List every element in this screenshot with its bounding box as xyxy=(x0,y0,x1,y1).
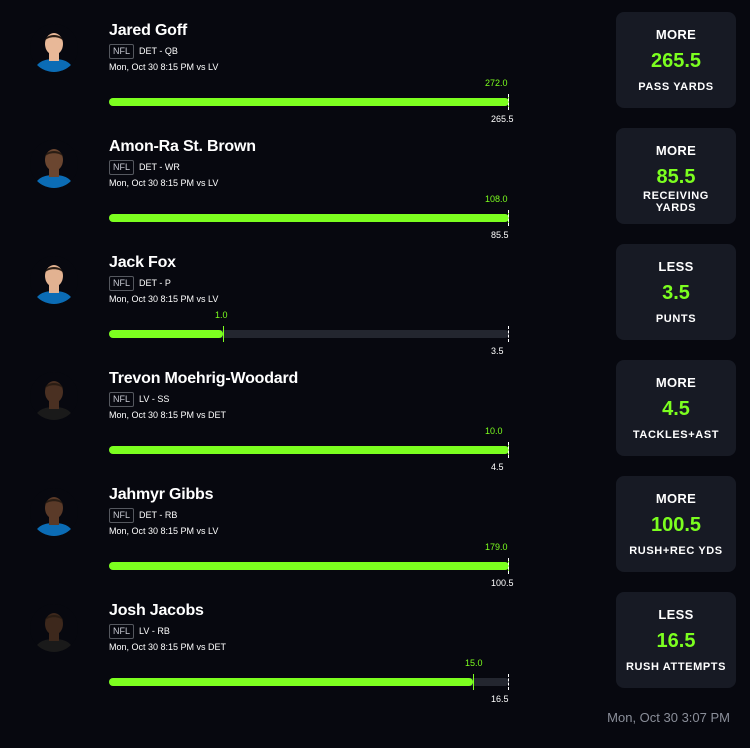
line-value: 100.5 xyxy=(491,578,514,588)
game-time: Mon, Oct 30 8:15 PM vs LV xyxy=(109,178,219,188)
progress-bar xyxy=(109,674,509,690)
pick-value: 85.5 xyxy=(656,166,696,188)
prop-row[interactable]: Josh Jacobs NFL LV - RB Mon, Oct 30 8:15… xyxy=(0,592,750,708)
prop-row[interactable]: Amon-Ra St. Brown NFL DET - WR Mon, Oct … xyxy=(0,128,750,244)
player-name[interactable]: Jahmyr Gibbs xyxy=(109,486,214,503)
league-badge: NFL xyxy=(109,276,135,291)
line-marker xyxy=(508,558,509,574)
stat-type: PASS YARDS xyxy=(638,81,714,93)
team-position: DET - WR xyxy=(139,162,180,172)
player-name[interactable]: Jared Goff xyxy=(109,22,188,39)
game-time: Mon, Oct 30 8:15 PM vs LV xyxy=(109,294,219,304)
pick-card[interactable]: MORE 265.5 PASS YARDS xyxy=(616,12,736,108)
progress-bar xyxy=(109,442,509,458)
stat-type: TACKLES+AST xyxy=(632,429,720,441)
league-badge: NFL xyxy=(109,44,135,59)
progress-fill xyxy=(109,678,473,686)
pick-direction: MORE xyxy=(655,27,697,42)
line-value: 16.5 xyxy=(491,694,509,704)
player-name[interactable]: Trevon Moehrig-Woodard xyxy=(109,370,299,387)
player-avatar xyxy=(30,256,78,304)
actual-value: 10.0 xyxy=(485,426,503,436)
stat-type: RECEIVING YARDS xyxy=(643,190,709,214)
prop-row[interactable]: Jack Fox NFL DET - P Mon, Oct 30 8:15 PM… xyxy=(0,244,750,360)
actual-value: 1.0 xyxy=(215,310,228,320)
stat-type: PUNTS xyxy=(655,313,697,325)
pick-card[interactable]: MORE 85.5 RECEIVING YARDS xyxy=(616,128,736,224)
game-time: Mon, Oct 30 8:15 PM vs DET xyxy=(109,642,227,652)
pick-value: 100.5 xyxy=(650,514,702,536)
progress-bar xyxy=(109,558,509,574)
timestamp: Mon, Oct 30 3:07 PM xyxy=(607,710,730,725)
team-position: LV - RB xyxy=(139,626,170,636)
line-value: 3.5 xyxy=(491,346,504,356)
stat-type: RUSH ATTEMPTS xyxy=(625,661,727,673)
prop-row[interactable]: Jahmyr Gibbs NFL DET - RB Mon, Oct 30 8:… xyxy=(0,476,750,592)
pick-direction: MORE xyxy=(655,375,697,390)
pick-direction: MORE xyxy=(655,491,697,506)
progress-marker xyxy=(223,326,224,342)
actual-value: 179.0 xyxy=(485,542,508,552)
league-badge: NFL xyxy=(109,160,135,175)
progress-bar xyxy=(109,326,509,342)
player-avatar xyxy=(30,24,78,72)
prop-row[interactable]: Trevon Moehrig-Woodard NFL LV - SS Mon, … xyxy=(0,360,750,476)
team-position: DET - QB xyxy=(139,46,178,56)
line-value: 265.5 xyxy=(491,114,514,124)
game-time: Mon, Oct 30 8:15 PM vs DET xyxy=(109,410,227,420)
pick-direction: LESS xyxy=(658,259,694,274)
pick-value: 3.5 xyxy=(662,282,690,304)
progress-bar xyxy=(109,210,509,226)
line-marker xyxy=(508,442,509,458)
pick-card[interactable]: LESS 16.5 RUSH ATTEMPTS xyxy=(616,592,736,688)
team-position: DET - P xyxy=(139,278,171,288)
game-time: Mon, Oct 30 8:15 PM vs LV xyxy=(109,526,219,536)
player-name[interactable]: Amon-Ra St. Brown xyxy=(109,138,256,155)
pick-card[interactable]: MORE 4.5 TACKLES+AST xyxy=(616,360,736,456)
league-badge: NFL xyxy=(109,624,135,639)
pick-value: 4.5 xyxy=(662,398,690,420)
pick-card[interactable]: MORE 100.5 RUSH+REC YDS xyxy=(616,476,736,572)
league-badge: NFL xyxy=(109,392,135,407)
pick-card[interactable]: LESS 3.5 PUNTS xyxy=(616,244,736,340)
line-marker xyxy=(508,674,509,690)
progress-marker xyxy=(473,674,474,690)
line-value: 85.5 xyxy=(491,230,509,240)
pick-direction: MORE xyxy=(655,143,697,158)
line-marker xyxy=(508,210,509,226)
progress-fill xyxy=(109,214,509,222)
progress-fill xyxy=(109,446,509,454)
team-position: DET - RB xyxy=(139,510,178,520)
team-position: LV - SS xyxy=(139,394,170,404)
player-avatar xyxy=(30,604,78,652)
progress-fill xyxy=(109,562,509,570)
actual-value: 272.0 xyxy=(485,78,508,88)
pick-direction: LESS xyxy=(658,607,694,622)
pick-value: 265.5 xyxy=(650,50,702,72)
progress-fill xyxy=(109,98,509,106)
player-avatar xyxy=(30,140,78,188)
game-time: Mon, Oct 30 8:15 PM vs LV xyxy=(109,62,219,72)
line-value: 4.5 xyxy=(491,462,504,472)
actual-value: 108.0 xyxy=(485,194,508,204)
actual-value: 15.0 xyxy=(465,658,483,668)
prop-row[interactable]: Jared Goff NFL DET - QB Mon, Oct 30 8:15… xyxy=(0,12,750,128)
league-badge: NFL xyxy=(109,508,135,523)
player-avatar xyxy=(30,488,78,536)
player-avatar xyxy=(30,372,78,420)
progress-bar xyxy=(109,94,509,110)
player-name[interactable]: Jack Fox xyxy=(109,254,176,271)
pick-value: 16.5 xyxy=(656,630,696,652)
progress-fill xyxy=(109,330,223,338)
line-marker xyxy=(508,326,509,342)
stat-type: RUSH+REC YDS xyxy=(629,545,723,557)
line-marker xyxy=(508,94,509,110)
player-name[interactable]: Josh Jacobs xyxy=(109,602,204,619)
